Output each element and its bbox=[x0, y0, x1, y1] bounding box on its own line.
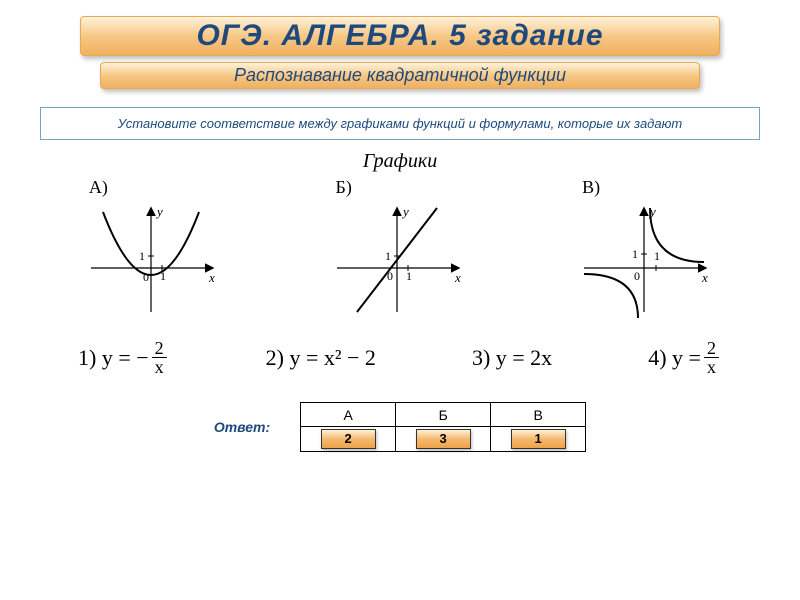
graph-b-label: Б) bbox=[327, 177, 472, 198]
formula-3: 3) y = 2x bbox=[472, 345, 552, 371]
subtitle-text: Распознавание квадратичной функции bbox=[111, 65, 689, 86]
answer-label: Ответ: bbox=[214, 419, 270, 435]
graph-a: А) 1 1 0 x y bbox=[81, 177, 226, 325]
svg-text:1: 1 bbox=[139, 249, 145, 263]
answer-row: Ответ: А Б В 2 3 1 bbox=[30, 402, 770, 452]
svg-text:y: y bbox=[155, 204, 163, 219]
svg-text:1: 1 bbox=[632, 247, 638, 261]
svg-text:0: 0 bbox=[387, 269, 393, 283]
svg-text:y: y bbox=[648, 204, 656, 219]
formula-1: 1) y = − 2 x bbox=[78, 339, 170, 376]
fraction: 2 x bbox=[152, 339, 167, 376]
graph-b: Б) 1 1 0 x y bbox=[327, 177, 472, 325]
svg-text:1: 1 bbox=[406, 269, 412, 283]
title-banner: ОГЭ. АЛГЕБРА. 5 задание bbox=[80, 16, 720, 56]
svg-text:1: 1 bbox=[654, 249, 660, 263]
answer-value: 3 bbox=[416, 429, 471, 449]
graph-a-svg: 1 1 0 x y bbox=[81, 200, 226, 325]
hyperbola-branch-2 bbox=[584, 274, 638, 318]
task-text: Установите соответствие между графиками … bbox=[118, 116, 682, 131]
formula-4: 4) y = 2 x bbox=[648, 339, 722, 376]
subtitle-banner: Распознавание квадратичной функции bbox=[100, 62, 700, 89]
answer-value: 2 bbox=[321, 429, 376, 449]
answer-cell: 2 bbox=[301, 427, 396, 452]
answer-header: В bbox=[491, 403, 586, 427]
formulas-row: 1) y = − 2 x 2) y = x² − 2 3) y = 2x 4) … bbox=[30, 339, 770, 376]
answer-table: А Б В 2 3 1 bbox=[300, 402, 586, 452]
answer-cell: 3 bbox=[396, 427, 491, 452]
svg-text:x: x bbox=[208, 270, 215, 285]
svg-text:0: 0 bbox=[634, 269, 640, 283]
svg-text:1: 1 bbox=[160, 269, 166, 283]
graph-a-label: А) bbox=[81, 177, 226, 198]
answer-value: 1 bbox=[511, 429, 566, 449]
graph-c: В) 1 1 0 x y bbox=[574, 177, 719, 325]
svg-text:0: 0 bbox=[143, 270, 149, 284]
formula-2: 2) y = x² − 2 bbox=[266, 345, 376, 371]
svg-text:x: x bbox=[701, 270, 708, 285]
fraction: 2 x bbox=[704, 339, 719, 376]
title-text: ОГЭ. АЛГЕБРА. 5 задание bbox=[91, 19, 709, 53]
graph-b-svg: 1 1 0 x y bbox=[327, 200, 472, 325]
graph-c-svg: 1 1 0 x y bbox=[574, 200, 719, 325]
task-box: Установите соответствие между графиками … bbox=[40, 107, 760, 140]
graph-c-label: В) bbox=[574, 177, 719, 198]
svg-text:y: y bbox=[401, 204, 409, 219]
answer-cell: 1 bbox=[491, 427, 586, 452]
graphs-heading: Графики bbox=[30, 150, 770, 173]
graphs-row: А) 1 1 0 x y Б) 1 bbox=[30, 177, 770, 325]
svg-text:1: 1 bbox=[385, 249, 391, 263]
answer-header: Б bbox=[396, 403, 491, 427]
answer-header: А bbox=[301, 403, 396, 427]
svg-text:x: x bbox=[454, 270, 461, 285]
